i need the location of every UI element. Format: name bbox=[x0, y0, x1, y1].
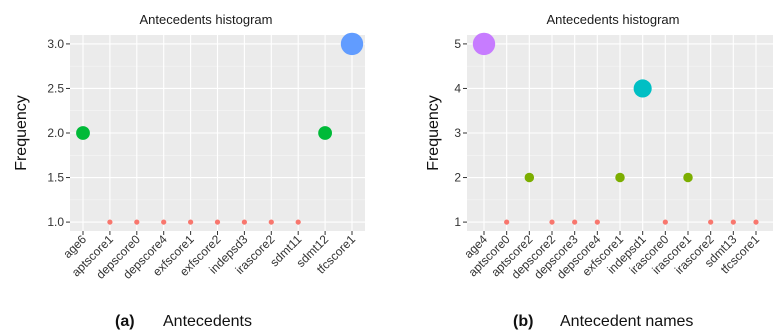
data-point-exfscore2 bbox=[214, 219, 221, 225]
data-point-irascore2 bbox=[708, 219, 714, 225]
chart-a-y-ticks: 1.0 1.5 2.0 2.5 3.0 bbox=[47, 37, 70, 229]
data-point-aptscore2 bbox=[524, 172, 535, 183]
chart-b-caption-text: Antecedent names bbox=[560, 313, 693, 330]
data-point-depscore0 bbox=[134, 219, 140, 225]
y-tick-label: 2.5 bbox=[47, 81, 64, 95]
data-point-age4 bbox=[472, 32, 496, 56]
chart-b-y-ticks: 1 2 3 4 5 bbox=[454, 37, 467, 229]
data-point-depscore4 bbox=[594, 219, 600, 225]
chart-b: Antecedents histogram 1 2 3 4 5 age4aptscore… bbox=[425, 12, 773, 330]
data-point-exfscore1 bbox=[615, 172, 625, 183]
chart-a-points bbox=[76, 32, 364, 225]
chart-a-x-ticks: age6aptscore1depscore0depscore4exfscore1… bbox=[60, 231, 358, 282]
data-point-sdmt11 bbox=[295, 219, 301, 225]
data-point-irascore0 bbox=[662, 219, 668, 225]
y-tick-label: 2 bbox=[454, 171, 461, 185]
data-point-depscore4 bbox=[161, 219, 167, 225]
data-point-aptscore1 bbox=[107, 219, 113, 225]
y-tick-label: 2.0 bbox=[47, 126, 64, 140]
chart-b-grid bbox=[467, 35, 773, 231]
chart-b-caption-label: (b) bbox=[513, 313, 533, 330]
y-tick-label: 3.0 bbox=[47, 37, 64, 51]
data-point-tfcscore1 bbox=[753, 219, 759, 225]
data-point-irascore1 bbox=[683, 172, 693, 183]
data-point-indepsd3 bbox=[241, 219, 247, 225]
data-point-irascore2 bbox=[268, 219, 274, 225]
y-tick-label: 4 bbox=[454, 81, 461, 95]
y-tick-label: 3 bbox=[454, 126, 461, 140]
data-point-sdmt12 bbox=[318, 126, 332, 140]
data-point-depscore3 bbox=[572, 219, 578, 225]
y-tick-label: 1.0 bbox=[47, 215, 64, 229]
data-point-exfscore1 bbox=[188, 219, 194, 225]
chart-a-title: Antecedents histogram bbox=[140, 12, 273, 27]
y-tick-label: 1 bbox=[454, 215, 461, 229]
chart-b-title: Antecedents histogram bbox=[547, 12, 680, 27]
data-point-sdmt13 bbox=[730, 219, 736, 225]
data-point-indepsd1 bbox=[633, 79, 652, 98]
chart-b-points bbox=[472, 32, 759, 225]
chart-a-caption-label: (a) bbox=[115, 313, 135, 330]
data-point-aptscore0 bbox=[504, 219, 510, 225]
chart-a: Antecedents histogram 1.0 1.5 2.0 2.5 3.0 ag… bbox=[13, 12, 365, 330]
y-tick-label: 1.5 bbox=[47, 171, 64, 185]
data-point-age6 bbox=[76, 126, 90, 140]
chart-b-x-ticks: age4aptscore0aptscore2depscore2depscore3… bbox=[461, 231, 762, 282]
data-point-tfcscore1 bbox=[340, 32, 364, 56]
chart-a-y-label: Frequency bbox=[13, 95, 30, 171]
data-point-depscore2 bbox=[549, 219, 555, 225]
chart-b-y-label: Frequency bbox=[425, 95, 442, 171]
y-tick-label: 5 bbox=[454, 37, 461, 51]
chart-a-caption-text: Antecedents bbox=[163, 313, 252, 330]
